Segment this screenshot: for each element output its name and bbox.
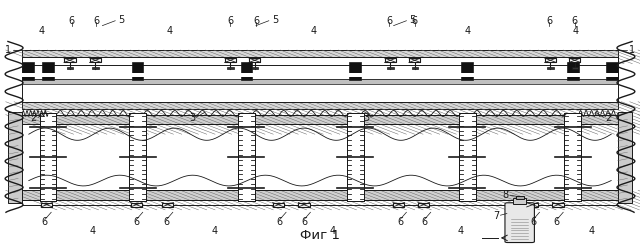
Text: Фиг 1: Фиг 1 [300,229,340,242]
Text: 1: 1 [4,45,11,55]
Text: 6: 6 [530,217,536,227]
Text: 4: 4 [573,26,579,35]
Bar [64,58,76,62]
Bar [347,113,364,201]
Bar [227,67,234,69]
Bar [459,113,476,201]
Text: 6: 6 [253,16,259,26]
Text: 6: 6 [546,16,552,26]
Bar [22,57,618,102]
Bar [67,67,73,69]
Bar [552,203,564,207]
Text: 6: 6 [572,16,578,26]
Bar [606,62,618,80]
Text: 6: 6 [412,16,418,26]
Text: 1: 1 [629,45,636,55]
FancyBboxPatch shape [505,203,534,243]
Bar [569,58,580,62]
Text: 6: 6 [554,217,560,227]
Text: 4: 4 [90,226,96,235]
Bar [22,73,618,77]
Text: 6: 6 [93,16,99,26]
Bar [385,58,396,62]
Bar [225,58,236,62]
Bar [412,67,418,69]
Text: 3: 3 [189,113,195,123]
Text: 4: 4 [166,26,173,35]
Bar [387,67,394,69]
Bar [516,196,524,199]
Bar [162,203,173,207]
Text: 4: 4 [458,226,464,235]
Bar [8,112,22,203]
Bar [298,203,310,207]
Text: 5: 5 [272,15,278,24]
Bar [572,67,578,69]
Bar [252,67,258,69]
Bar [564,113,581,201]
Bar [129,113,146,201]
Bar [409,58,420,62]
Bar [41,203,52,207]
Text: 6: 6 [421,217,428,227]
Bar [22,190,618,200]
Bar [393,203,404,207]
Bar [22,79,618,84]
Bar [22,115,618,124]
Text: 4: 4 [310,26,317,35]
Text: 5: 5 [410,15,416,24]
Bar [564,113,581,201]
Bar [513,198,526,204]
Text: 4: 4 [38,26,45,35]
Text: 7: 7 [493,211,499,221]
Bar [567,62,579,80]
Bar [22,65,618,79]
Text: 6: 6 [42,217,48,227]
Text: 4: 4 [330,226,336,235]
Text: 2: 2 [30,113,36,123]
Bar [90,58,101,62]
Bar [42,62,54,80]
Bar [132,62,143,80]
Bar [129,113,146,201]
Text: 4: 4 [211,226,218,235]
Bar [238,113,255,201]
Text: 2: 2 [605,113,611,123]
Bar [349,62,361,80]
Text: 6: 6 [133,217,140,227]
Text: 4: 4 [589,226,595,235]
Text: 6: 6 [68,16,75,26]
Text: 4: 4 [464,26,470,35]
Bar [238,113,255,201]
Text: 6: 6 [163,217,170,227]
Bar [241,62,252,80]
Bar [92,67,99,69]
Text: 6: 6 [227,16,234,26]
Bar [418,203,429,207]
Bar [22,62,34,80]
Text: 6: 6 [386,16,392,26]
Bar [547,67,554,69]
Text: 8: 8 [502,190,509,200]
Bar [22,102,618,109]
Bar [618,112,632,203]
Bar [273,203,284,207]
Bar [40,113,56,201]
Text: 6: 6 [397,217,403,227]
Text: 5: 5 [118,15,125,24]
Text: 6: 6 [276,217,283,227]
Bar [459,113,476,201]
Bar [40,113,56,201]
Bar [22,50,618,57]
Bar [545,58,556,62]
Text: 6: 6 [301,217,307,227]
Bar [347,113,364,201]
Bar [461,62,473,80]
Bar [249,58,260,62]
Bar [527,203,538,207]
Bar [22,124,618,190]
Bar [131,203,142,207]
Text: 3: 3 [364,113,370,123]
